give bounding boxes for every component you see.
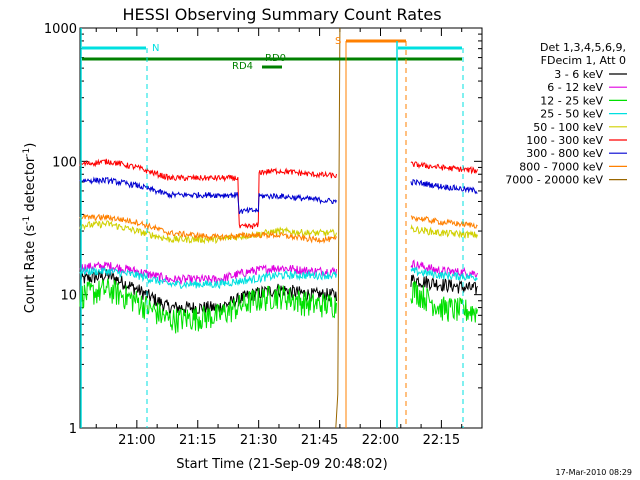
x-tick-label: 21:15 xyxy=(179,433,216,448)
s-bar-label: S xyxy=(335,36,341,47)
legend-entry-label: 25 - 50 keV xyxy=(540,108,603,121)
chart-title: HESSI Observing Summary Count Rates xyxy=(122,5,441,24)
x-tick-label: 21:30 xyxy=(240,433,277,448)
series-line xyxy=(79,176,478,215)
legend: Det 1,3,4,5,6,9, FDecim 1, Att 0 3 - 6 k… xyxy=(505,41,627,187)
legend-entry-label: 12 - 25 keV xyxy=(540,94,603,107)
interval-lines xyxy=(80,28,464,428)
n-bar-label: N xyxy=(152,43,159,54)
x-tick-label: 21:00 xyxy=(118,433,155,448)
legend-entry-label: 800 - 7000 keV xyxy=(519,160,603,173)
rd4-bar-label: RD4 xyxy=(232,61,253,72)
y-axis-label-sup1: -1 xyxy=(22,216,32,225)
series-line xyxy=(79,213,478,244)
legend-entry-label: 7000 - 20000 keV xyxy=(505,174,603,187)
x-tick-label: 21:45 xyxy=(301,433,338,448)
y-tick-label: 1 xyxy=(69,422,77,437)
y-axis-label: Count Rate (s-1 detector-1) xyxy=(22,143,38,314)
legend-entry-label: 3 - 6 keV xyxy=(554,68,603,81)
y-axis-label-end: ) xyxy=(23,143,38,148)
x-tick-label: 22:15 xyxy=(423,433,460,448)
x-tick-labels: 21:00 21:15 21:30 21:45 22:00 22:15 xyxy=(118,433,460,448)
legend-header-2: FDecim 1, Att 0 xyxy=(541,54,626,67)
y-tick-labels: 1000 100 10 1 xyxy=(44,22,77,437)
legend-entry-label: 6 - 12 keV xyxy=(547,81,603,94)
axis-ticks xyxy=(80,28,483,429)
y-tick-label: 1000 xyxy=(44,22,77,37)
footer-date: 17-Mar-2010 08:29 xyxy=(556,468,633,477)
y-axis-label-sup2: -1 xyxy=(22,148,32,157)
series-line xyxy=(79,158,478,230)
legend-header-1: Det 1,3,4,5,6,9, xyxy=(540,41,626,54)
legend-entry-label: 50 - 100 keV xyxy=(533,121,603,134)
rd0-bar-label: RD0 xyxy=(265,53,286,64)
series-line xyxy=(335,27,341,429)
legend-entry-label: 300 - 800 keV xyxy=(526,147,603,160)
y-tick-label: 10 xyxy=(60,289,77,304)
series-line xyxy=(79,220,478,245)
x-tick-label: 22:00 xyxy=(362,433,399,448)
y-axis-label-main: Count Rate (s xyxy=(23,225,38,314)
y-axis-label-mid: detector xyxy=(23,156,38,216)
series-line xyxy=(79,278,478,334)
series-line xyxy=(79,266,478,290)
series-layer xyxy=(79,27,478,429)
state-bars: N S RD0 RD4 xyxy=(82,36,462,72)
series-line xyxy=(79,269,478,315)
x-axis-label: Start Time (21-Sep-09 20:48:02) xyxy=(176,457,387,472)
legend-entry-label: 100 - 300 keV xyxy=(526,134,603,147)
y-tick-label: 100 xyxy=(52,155,77,170)
